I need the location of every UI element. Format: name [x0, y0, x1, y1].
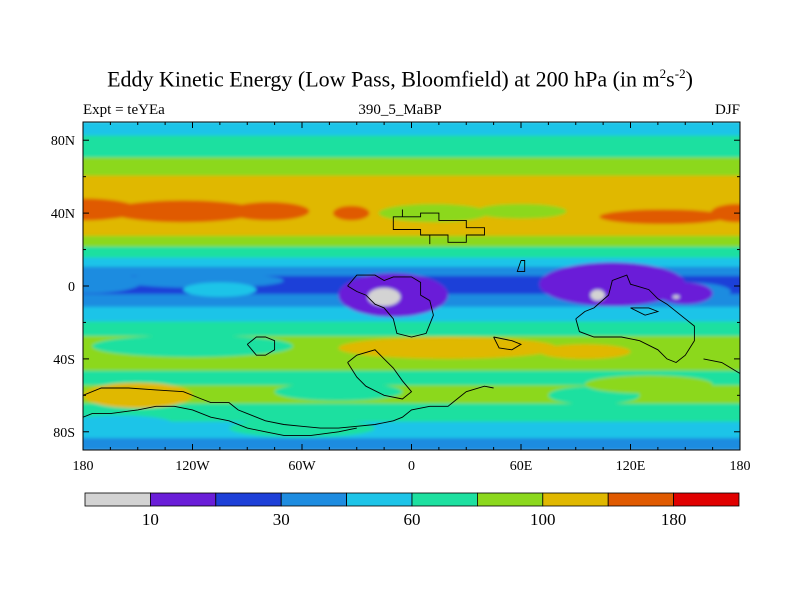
- field-blob-1: [110, 200, 257, 223]
- colorbar-bin-1: [149, 492, 217, 507]
- chart-title-sup-2: -2: [674, 66, 686, 81]
- field-blob-13: [338, 337, 558, 359]
- field-blob-3: [333, 205, 370, 221]
- field-band-6: [83, 246, 740, 260]
- field-band-5: [83, 235, 740, 249]
- field-band-14: [83, 357, 740, 373]
- x-tick-label-3: 0: [408, 459, 415, 474]
- coastline-3: [347, 274, 434, 338]
- chart-title-sup-1: 2: [659, 66, 667, 81]
- field-blob-7: [475, 204, 567, 219]
- field-blob-26: [672, 295, 680, 299]
- season-label: DJF: [714, 102, 740, 118]
- field-band-15: [83, 370, 740, 388]
- y-tick-label-2: 0: [68, 280, 75, 295]
- colorbar-label-3: 100: [530, 510, 556, 529]
- colorbar-bin-7: [542, 492, 609, 507]
- colorbar-bin-0: [84, 492, 151, 507]
- field-layer: [83, 122, 740, 450]
- field-blob-11: [183, 282, 257, 297]
- coastline-6: [246, 336, 276, 356]
- colorbar: 10 30 60 100 180: [84, 492, 740, 529]
- coastline-10: [493, 336, 523, 351]
- field-blob-22: [539, 262, 686, 307]
- chart-title-main: Eddy Kinetic Energy (Low Pass, Bloomfiel…: [107, 66, 660, 92]
- coastline-5: [630, 307, 660, 316]
- field-blob-8: [83, 271, 142, 294]
- coastline-11: [703, 358, 740, 374]
- field-band-8: [83, 266, 740, 278]
- coastline-2: [516, 260, 526, 272]
- coastline-0: [392, 209, 485, 243]
- colorbar-bin-3: [280, 492, 348, 507]
- chart-title-mid: s: [666, 66, 675, 92]
- field-band-7: [83, 257, 740, 269]
- y-tick-label-3: 40S: [53, 353, 75, 368]
- field-blob-18: [584, 375, 713, 394]
- field-blob-24: [367, 287, 401, 307]
- field-blob-5: [710, 204, 740, 223]
- field-blob-12: [92, 335, 293, 358]
- x-tick-label-5: 120E: [616, 459, 646, 474]
- x-tick-label-4: 60E: [510, 459, 533, 474]
- chart-subtitle: 390_5_MaBP: [358, 102, 442, 118]
- chart-title: Eddy Kinetic Energy (Low Pass, Bloomfiel…: [0, 66, 800, 92]
- y-tick-label-0: 80N: [51, 134, 75, 149]
- x-tick-label-6: 180: [730, 459, 751, 474]
- axis-ticks: 180 120W 60W 0 60E 120E 180 80N 40N 0 40S 80S: [51, 122, 751, 474]
- colorbar-bin-4: [346, 492, 413, 507]
- field-band-3: [83, 175, 740, 200]
- field-blob-14: [539, 344, 631, 359]
- field-smoothed: [83, 122, 740, 450]
- colorbar-label-0: 10: [142, 510, 159, 529]
- chart-title-end: ): [685, 66, 693, 92]
- coastline-1: [429, 234, 439, 245]
- field-band-17: [83, 403, 740, 424]
- x-tick-label-0: 180: [73, 459, 94, 474]
- field-band-18: [83, 421, 740, 441]
- coastline-layer: [83, 209, 740, 436]
- field-band-0: [83, 122, 740, 138]
- coastline-8: [83, 405, 357, 436]
- coastline-4: [575, 274, 695, 364]
- field-blob-2: [229, 202, 310, 221]
- field-blob-19: [83, 415, 175, 434]
- colorbar-label-2: 60: [404, 510, 421, 529]
- colorbar-label-1: 30: [273, 510, 290, 529]
- colorbar-bin-6: [476, 492, 544, 507]
- colorbar-bin-5: [411, 492, 478, 507]
- colorbar-label-4: 180: [661, 510, 687, 529]
- field-blob-15: [83, 382, 193, 409]
- field-band-1: [83, 135, 740, 160]
- colorbar-bin-8: [607, 492, 675, 507]
- coastline-7: [83, 385, 494, 429]
- colorbar-bin-2: [215, 492, 282, 507]
- field-blob-23: [657, 282, 713, 305]
- field-blob-25: [590, 289, 605, 301]
- field-blob-16: [274, 382, 403, 401]
- field-blob-20: [229, 419, 375, 438]
- colorbar-bin-9: [673, 492, 740, 507]
- y-tick-label-4: 80S: [53, 426, 75, 441]
- y-tick-label-1: 40N: [51, 207, 75, 222]
- x-tick-label-2: 60W: [288, 459, 316, 474]
- field-blob-4: [599, 209, 728, 225]
- x-tick-label-1: 120W: [175, 459, 210, 474]
- coastline-9: [347, 349, 413, 400]
- field-band-2: [83, 157, 740, 178]
- field-band-12: [83, 321, 740, 339]
- experiment-label: Expt = teYEa: [83, 102, 165, 118]
